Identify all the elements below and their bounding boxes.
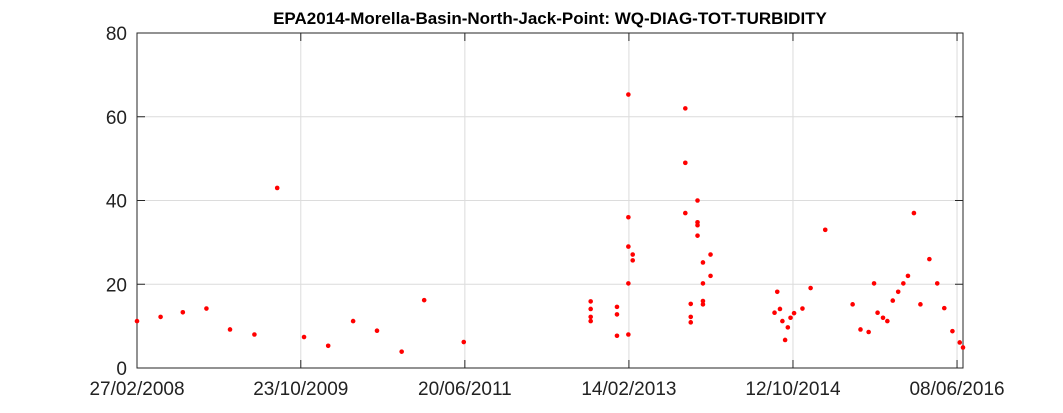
data-point — [695, 198, 700, 203]
data-point — [911, 210, 917, 216]
data-point — [700, 302, 706, 307]
data-point — [374, 328, 380, 334]
data-point — [708, 252, 713, 257]
data-point — [808, 285, 813, 291]
data-point — [683, 160, 688, 166]
data-point — [950, 328, 955, 334]
y-tick-label: 80 — [106, 24, 127, 45]
grid — [136, 32, 963, 369]
y-axis: 0 20 40 60 80 — [106, 24, 963, 380]
data-point — [934, 281, 940, 286]
x-axis: 27/02/2008 23/10/2009 20/06/2011 14/02/2013… — [89, 33, 1005, 400]
x-tick-label: 08/06/2016 — [909, 379, 1004, 400]
data-point — [461, 339, 467, 345]
data-point — [688, 320, 694, 325]
data-point — [700, 298, 706, 304]
data-point — [626, 332, 631, 337]
data-point — [780, 318, 785, 324]
data-point — [204, 306, 209, 311]
data-point — [626, 244, 631, 249]
data-point — [588, 314, 593, 320]
data-point — [695, 233, 700, 238]
data-point — [895, 289, 901, 295]
data-point — [782, 337, 788, 343]
data-point — [866, 329, 871, 335]
data-point — [700, 260, 706, 265]
data-point — [134, 318, 140, 324]
y-tick-label: 20 — [106, 275, 127, 296]
data-point — [180, 310, 186, 315]
data-point — [905, 273, 911, 279]
data-point — [630, 252, 636, 257]
data-point — [688, 301, 694, 307]
data-point — [941, 305, 947, 311]
data-point — [822, 227, 828, 233]
data-points — [134, 92, 966, 354]
data-point — [901, 281, 906, 286]
data-point — [785, 325, 791, 330]
data-point — [890, 298, 896, 303]
data-point — [772, 310, 777, 316]
x-tick-label: 27/02/2008 — [89, 379, 184, 400]
chart-title: EPA2014-Morella-Basin-North-Jack-Point: … — [273, 9, 827, 28]
data-point — [325, 343, 331, 349]
data-point — [885, 318, 890, 324]
data-point — [626, 281, 631, 286]
data-point — [774, 289, 780, 295]
data-point — [880, 315, 886, 321]
data-point — [614, 304, 620, 310]
data-point — [588, 299, 593, 304]
data-point — [850, 302, 855, 307]
data-point — [871, 281, 877, 286]
data-point — [421, 297, 427, 303]
data-point — [626, 92, 631, 97]
data-point — [957, 340, 963, 345]
data-point — [777, 306, 783, 312]
data-point — [918, 302, 923, 307]
data-point — [708, 273, 713, 279]
y-tick-label: 40 — [106, 192, 127, 213]
data-point — [630, 258, 636, 263]
x-tick-label: 14/02/2013 — [581, 379, 676, 400]
data-point — [588, 318, 593, 324]
data-point — [274, 185, 280, 191]
data-point — [614, 312, 620, 317]
x-tick-label: 23/10/2009 — [253, 379, 348, 400]
data-point — [695, 222, 700, 228]
x-tick-label: 12/10/2014 — [745, 379, 841, 400]
data-point — [800, 306, 805, 311]
data-point — [350, 318, 356, 324]
data-point — [788, 315, 793, 321]
data-point — [688, 314, 694, 320]
y-tick-label: 60 — [106, 108, 127, 129]
data-point — [927, 256, 932, 262]
data-point — [683, 106, 688, 111]
y-tick-label: 0 — [116, 359, 127, 380]
data-point — [227, 327, 233, 332]
data-point — [960, 345, 966, 350]
data-point — [858, 327, 863, 332]
data-point — [158, 314, 163, 320]
data-point — [791, 310, 797, 316]
data-point — [588, 306, 593, 312]
data-point — [399, 349, 404, 354]
x-tick-label: 20/06/2011 — [418, 379, 512, 400]
data-point — [614, 333, 620, 339]
data-point — [252, 332, 257, 337]
data-point — [875, 310, 880, 316]
data-point — [700, 281, 706, 286]
data-point — [683, 210, 688, 216]
data-point — [301, 334, 307, 340]
data-point — [626, 214, 631, 220]
